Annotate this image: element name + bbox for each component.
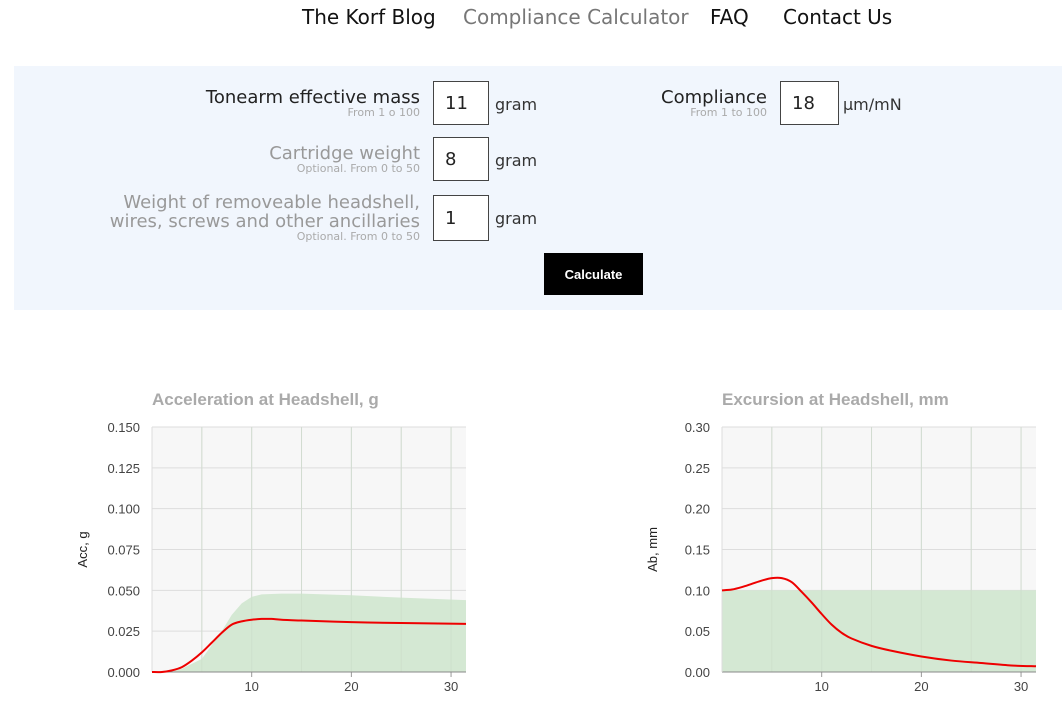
acc-y-tick-label: 0.050 xyxy=(107,583,140,598)
exc-y-tick-label: 0.10 xyxy=(685,583,710,598)
headshell-weight-unit: gram xyxy=(495,209,538,228)
acceleration-chart-svg: Acceleration at Headshell, g 0.000 0.025 0.… xyxy=(75,390,467,694)
compliance-label: Compliance xyxy=(661,87,767,108)
headshell-weight-hint: Optional. From 0 to 50 xyxy=(296,230,420,243)
compliance-label-group: Compliance From 1 to 100 xyxy=(661,88,767,119)
acc-x-tick-label: 20 xyxy=(344,679,358,694)
exc-y-tick-label: 0.20 xyxy=(685,502,710,517)
acc-y-tick-label: 0.150 xyxy=(107,420,140,435)
calculate-button[interactable]: Calculate xyxy=(544,253,643,295)
nav-link-compliance-calculator[interactable]: Compliance Calculator xyxy=(463,5,689,29)
exc-x-tick-label: 20 xyxy=(914,679,928,694)
exc-y-axis-label: Ab, mm xyxy=(645,527,660,572)
acc-line-series xyxy=(151,617,467,674)
acc-chart-title: Acceleration at Headshell, g xyxy=(152,390,379,409)
tonearm-mass-hint: From 1 o 100 xyxy=(347,106,420,119)
exc-y-tick-label: 0.05 xyxy=(685,624,710,639)
tonearm-mass-label: Tonearm effective mass xyxy=(205,87,420,108)
exc-x-tick-label: 10 xyxy=(814,679,828,694)
excursion-chart-svg: Excursion at Headshell, mm 0.00 0.05 0.10 0.… xyxy=(645,390,1037,694)
tonearm-mass-input[interactable] xyxy=(433,81,489,125)
acc-x-tick-label: 30 xyxy=(444,679,458,694)
top-nav: The Korf Blog Compliance Calculator FAQ … xyxy=(0,0,1062,40)
calculator-form: Tonearm effective mass From 1 o 100 gram… xyxy=(14,66,1062,310)
acc-y-axis-label: Acc, g xyxy=(75,531,90,567)
acc-y-tick-label: 0.125 xyxy=(107,461,140,476)
acc-y-tick-label: 0.000 xyxy=(107,665,140,680)
compliance-hint: From 1 to 100 xyxy=(690,106,767,119)
tonearm-mass-label-group: Tonearm effective mass From 1 o 100 xyxy=(206,88,420,119)
acceleration-chart: Acceleration at Headshell, g 0.000 0.025 0.… xyxy=(60,380,480,703)
cartridge-weight-hint: Optional. From 0 to 50 xyxy=(296,162,420,175)
headshell-weight-label-line1: Weight of removeable headshell, xyxy=(123,192,420,213)
acc-y-tick-label: 0.100 xyxy=(107,502,140,517)
acc-x-tick-label: 10 xyxy=(244,679,258,694)
cartridge-weight-unit: gram xyxy=(495,151,538,170)
acc-y-tick-label: 0.075 xyxy=(107,543,140,558)
cartridge-weight-label: Cartridge weight xyxy=(269,143,420,164)
exc-line-series xyxy=(721,576,1037,668)
headshell-weight-input[interactable] xyxy=(433,195,489,241)
exc-y-tick-label: 0.25 xyxy=(685,461,710,476)
acc-y-tick-label: 0.025 xyxy=(107,624,140,639)
exc-y-tick-label: 0.00 xyxy=(685,665,710,680)
nav-link-korf-blog[interactable]: The Korf Blog xyxy=(302,5,436,29)
exc-area-series xyxy=(722,590,1036,672)
cartridge-weight-label-group: Cartridge weight Optional. From 0 to 50 xyxy=(269,144,420,175)
compliance-unit: μm/mN xyxy=(843,95,902,114)
cartridge-weight-input[interactable] xyxy=(433,137,489,181)
exc-x-tick-label: 30 xyxy=(1014,679,1028,694)
headshell-weight-label-group: Weight of removeable headshell, wires, s… xyxy=(110,193,420,243)
exc-chart-title: Excursion at Headshell, mm xyxy=(722,390,949,409)
acc-area-series xyxy=(152,593,466,672)
exc-y-tick-label: 0.15 xyxy=(685,543,710,558)
excursion-chart: Excursion at Headshell, mm 0.00 0.05 0.10 0.… xyxy=(630,380,1050,703)
exc-y-tick-label: 0.30 xyxy=(685,420,710,435)
headshell-weight-label-line2: wires, screws and other ancillaries xyxy=(109,211,420,232)
nav-link-contact-us[interactable]: Contact Us xyxy=(783,5,893,29)
nav-link-faq[interactable]: FAQ xyxy=(710,5,749,29)
tonearm-mass-unit: gram xyxy=(495,95,538,114)
compliance-input[interactable] xyxy=(780,81,839,125)
